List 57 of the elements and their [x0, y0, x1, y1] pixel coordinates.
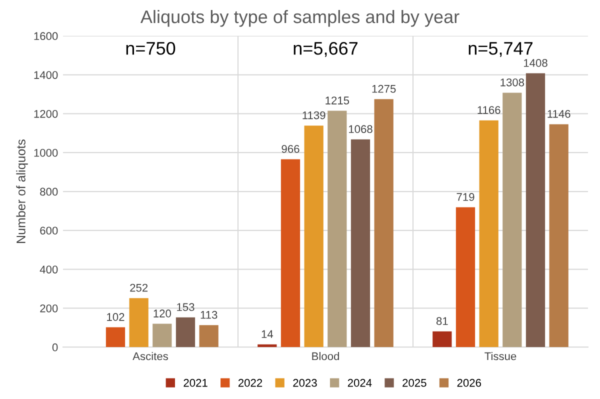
y-tick-label: 1200	[34, 110, 58, 118]
y-tick-label: 0	[52, 343, 58, 352]
bar	[176, 317, 196, 348]
bar	[280, 159, 300, 348]
bar	[526, 73, 546, 348]
legend-label: 2024	[348, 378, 372, 387]
legend-label: 2026	[457, 378, 481, 387]
bar	[374, 99, 394, 348]
y-tick-label: 1600	[34, 32, 58, 40]
y-tick-label: 400	[40, 266, 58, 274]
data-label: 719	[456, 193, 474, 201]
data-label: 81	[436, 317, 448, 326]
bar	[479, 120, 498, 348]
bar	[106, 327, 126, 348]
legend-label: 2021	[184, 378, 208, 387]
data-label: 1308	[500, 78, 524, 86]
legend-label: 2023	[293, 378, 317, 387]
annotation: n=5,747	[468, 42, 532, 57]
data-label: 1166	[478, 106, 500, 114]
bar	[456, 207, 476, 348]
y-axis-title: Number of aliquots	[16, 140, 28, 243]
data-label: 1139	[302, 111, 326, 120]
annotation: n=750	[126, 42, 176, 55]
data-label: 1068	[348, 125, 372, 134]
bar	[258, 344, 277, 348]
bar	[304, 126, 324, 348]
data-label: 1146	[548, 110, 570, 118]
data-label: 120	[154, 310, 171, 318]
bar	[432, 331, 452, 348]
bar	[328, 110, 347, 348]
x-tick-label: Ascites	[132, 352, 168, 360]
legend-label: 2022	[238, 378, 262, 387]
data-label: 1215	[326, 96, 350, 104]
bar	[129, 298, 148, 348]
y-tick-label: 1400	[34, 71, 58, 79]
data-label: 113	[200, 310, 218, 319]
x-tick-label: Tissue	[484, 352, 516, 360]
bar	[350, 139, 370, 348]
data-label: 14	[262, 330, 274, 338]
bar	[502, 92, 522, 348]
y-tick-label: 600	[40, 226, 58, 235]
data-label: 102	[107, 313, 124, 321]
chart-title: Aliquots by type of samples and by year	[140, 10, 460, 27]
bar	[152, 324, 172, 348]
data-label: 1275	[372, 84, 396, 93]
x-tick-label: Blood	[312, 352, 339, 360]
y-tick-label: 800	[40, 188, 58, 196]
legend-label: 2025	[402, 378, 426, 387]
data-label: 1408	[524, 59, 548, 67]
annotation: n=5,667	[294, 42, 358, 57]
data-label: 966	[282, 145, 300, 153]
y-tick-label: 1000	[34, 148, 58, 157]
data-label: 252	[130, 284, 148, 292]
data-label: 153	[177, 303, 194, 312]
bar	[199, 325, 218, 348]
bar	[549, 124, 568, 348]
y-tick-label: 200	[40, 304, 58, 312]
